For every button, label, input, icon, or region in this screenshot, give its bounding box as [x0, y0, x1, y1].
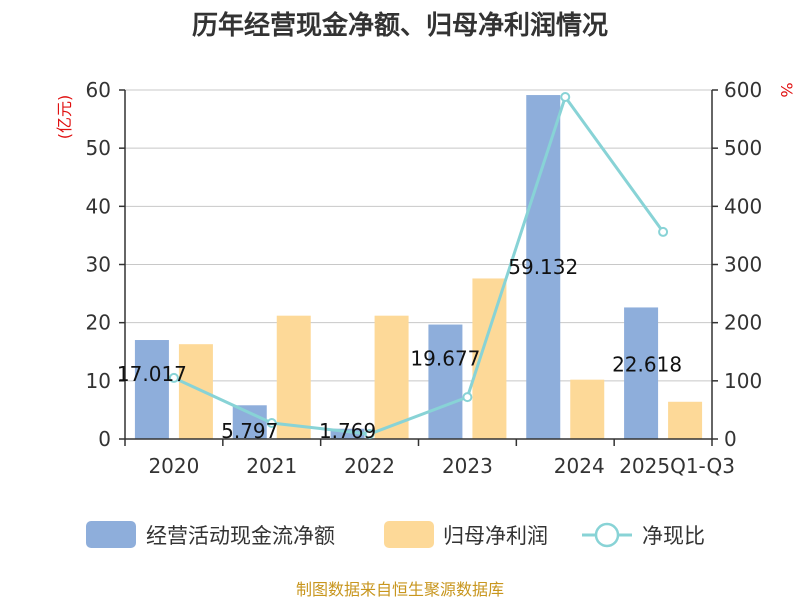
- legend-marker-ratio: [594, 522, 620, 548]
- right-tick-label: 200: [724, 311, 762, 335]
- bar-cashflow: [624, 307, 659, 439]
- bar-profit: [276, 315, 311, 439]
- legend-swatch-cashflow: [86, 521, 136, 548]
- right-tick-label: 0: [724, 427, 737, 451]
- right-tick-label: 400: [724, 194, 762, 218]
- x-tick-label: 2021: [246, 454, 297, 478]
- left-tick-label: 40: [86, 194, 111, 218]
- ratio-point: [462, 392, 473, 403]
- legend-label-profit: 归母净利润: [443, 524, 548, 548]
- x-tick-label: 2025Q1-Q3: [619, 454, 735, 478]
- ratio-point: [168, 372, 179, 383]
- left-axis-unit: (亿元): [55, 95, 74, 140]
- legend: 经营活动现金流净额 归母净利润 净现比: [86, 521, 705, 548]
- grid-lines: [125, 89, 712, 382]
- data-label-cashflow: 1.769: [319, 419, 376, 443]
- bar-cashflow: [330, 428, 365, 439]
- data-label-cashflow: 22.618: [612, 352, 682, 376]
- data-label-cashflow: 19.677: [410, 347, 480, 371]
- bar-profit: [570, 379, 605, 439]
- legend-swatch-profit: [384, 521, 434, 548]
- bar-profit: [472, 278, 507, 439]
- left-tick-label: 0: [98, 427, 111, 451]
- x-tick-label: 2024: [554, 454, 605, 478]
- ratio-line: [168, 91, 669, 440]
- right-tick-label: 300: [724, 253, 762, 277]
- bar-cashflow: [232, 405, 267, 439]
- bars: [134, 95, 703, 440]
- axes: [119, 89, 718, 446]
- x-tick-label: 2020: [148, 454, 199, 478]
- left-tick-label: 20: [86, 311, 111, 335]
- ratio-point: [266, 418, 277, 429]
- right-tick-label: 100: [724, 369, 762, 393]
- data-label-cashflow: 17.017: [117, 362, 187, 386]
- data-label-cashflow: 59.132: [508, 255, 578, 279]
- right-tick-label: 600: [724, 78, 762, 102]
- bar-profit: [178, 344, 213, 439]
- source-note: 制图数据来自恒生聚源数据库: [296, 580, 504, 599]
- ratio-point: [658, 226, 669, 237]
- bar-profit: [374, 315, 409, 439]
- bar-cashflow: [428, 324, 463, 439]
- bar-cashflow: [134, 340, 169, 439]
- legend-label-cashflow: 经营活动现金流净额: [146, 524, 335, 548]
- x-tick-label: 2022: [344, 454, 395, 478]
- left-tick-label: 10: [86, 369, 111, 393]
- right-tick-label: 500: [724, 136, 762, 160]
- bar-profit: [668, 401, 703, 439]
- data-label-cashflow: 5.797: [221, 419, 278, 443]
- ratio-point: [560, 91, 571, 102]
- ratio-point: [364, 429, 375, 440]
- ratio-line-path: [173, 93, 665, 436]
- bar-cashflow: [526, 95, 561, 440]
- x-tick-label: 2023: [442, 454, 493, 478]
- chart-title: 历年经营现金净额、归母净利润情况: [192, 10, 608, 41]
- right-axis-unit: %: [777, 82, 796, 97]
- left-tick-label: 60: [86, 78, 111, 102]
- data-labels: 17.017 5.797 1.769 19.677 59.132 22.618: [117, 255, 682, 443]
- left-tick-label: 30: [86, 253, 111, 277]
- left-tick-label: 50: [86, 136, 111, 160]
- legend-label-ratio: 净现比: [642, 524, 705, 548]
